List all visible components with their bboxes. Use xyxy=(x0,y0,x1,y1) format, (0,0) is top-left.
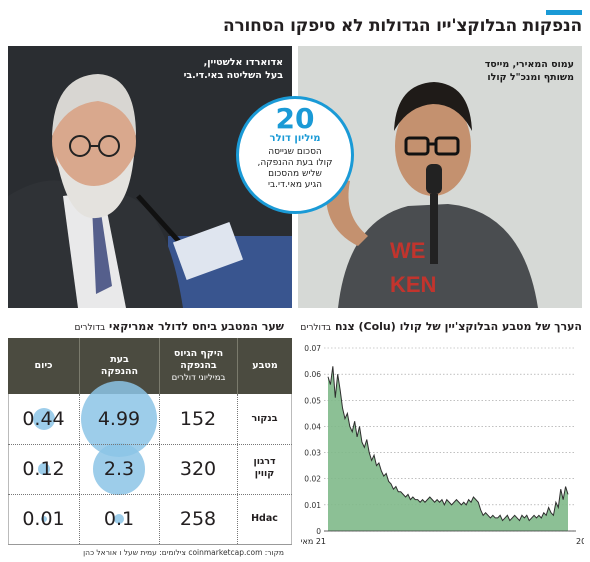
y-tick-label: 0.02 xyxy=(304,475,321,484)
y-tick-label: 0.07 xyxy=(304,344,321,353)
table-body xyxy=(8,394,292,544)
header-raised: היקף הגיוס בהנפקה במיליוני דולרים xyxy=(159,338,237,394)
cell-at-issue: 2.3 xyxy=(103,458,135,480)
svg-text:KEN: KEN xyxy=(390,272,436,297)
x-label-start: 21 מאי 2018 xyxy=(298,537,326,546)
callout-description: הסכום שגייסה קולו בעת ההנפקה, שליש מהסכו… xyxy=(239,147,351,191)
table-row: 0.01 0.1 258 Hdac xyxy=(8,494,292,544)
caption-right-line1: עמוס המאירי, מייסד xyxy=(484,59,574,70)
cell-today: 0.44 xyxy=(22,408,65,430)
coin-table: כיום בעת ההנפקה היקף הגיוס בהנפקה במיליו… xyxy=(8,338,292,545)
cell-coin-line1: Hdac xyxy=(251,513,278,524)
row-divider xyxy=(8,544,292,545)
callout-desc-line2: קולו בעת ההנפקה, xyxy=(257,158,333,168)
column-divider xyxy=(79,394,80,544)
cell-today: 0.01 xyxy=(22,508,65,530)
chart-title-unit: בדולרים xyxy=(300,323,332,333)
series-line xyxy=(327,366,569,522)
cell-raised: 258 xyxy=(179,508,217,530)
bubble-at-issue-dragonchain xyxy=(93,443,145,495)
svg-text:WE: WE xyxy=(390,238,425,263)
callout-desc-line3: שליש מהסכום xyxy=(268,169,322,179)
row-divider xyxy=(8,444,292,445)
cell-coin: דרגון קווין xyxy=(237,456,292,480)
table-title-text: שער המטבע ביחס לדולר אמריקאי xyxy=(109,320,284,333)
caption-left: אדוארדו אלשטיין, בעל השליטה באי.די.בי xyxy=(184,56,283,82)
cell-coin-line2: קווין xyxy=(254,468,275,479)
bubble-at-issue-hdac xyxy=(113,513,125,525)
header-raised-label: היקף הגיוס בהנפקה xyxy=(173,348,224,371)
callout-desc-line4: הגיע מאי.די.בי xyxy=(267,180,323,190)
row-divider xyxy=(8,494,292,495)
bubble-today-dragonchain xyxy=(38,463,50,475)
y-tick-label: 0.01 xyxy=(304,501,321,510)
callout-amount-raised: 20 מיליון דולר הסכום שגייסה קולו בעת ההנ… xyxy=(236,96,354,214)
y-tick-label: 0.06 xyxy=(304,370,321,379)
column-divider xyxy=(159,394,160,544)
cell-at-issue: 4.99 xyxy=(97,408,141,430)
header-raised-unit: במיליוני דולרים xyxy=(171,373,226,383)
cell-raised: 152 xyxy=(179,408,217,430)
table-header: כיום בעת ההנפקה היקף הגיוס בהנפקה במיליו… xyxy=(8,338,292,394)
source-credit: מקור: coinmarketcap.com צילומים: עמית שע… xyxy=(83,548,284,557)
y-tick-label: 0.05 xyxy=(304,396,321,405)
cell-today: 0.12 xyxy=(22,458,65,480)
cell-coin: בנקור xyxy=(237,413,292,425)
chart-title: הערך של מטבע הבלוקצ'יין של קולו (Colu) צ… xyxy=(300,320,582,333)
cell-coin-line1: בנקור xyxy=(251,413,278,424)
bubble-today-bancor xyxy=(32,407,56,431)
header-today: כיום xyxy=(34,360,53,371)
chart-title-text: הערך של מטבע הבלוקצ'יין של קולו (Colu) צ… xyxy=(334,320,582,333)
header-coin: מטבע xyxy=(237,338,292,394)
caption-right: עמוס המאירי, מייסד משותף ומנכ"ל קולו xyxy=(485,58,574,84)
table-row: 0.12 2.3 320 דרגון קווין xyxy=(8,444,292,494)
page-title: הנפקות הבלוקצ'ייו הגדולות לא סיפקו הסחור… xyxy=(222,16,582,36)
caption-left-line2: בעל השליטה באי.די.בי xyxy=(183,70,283,81)
cell-coin-line1: דרגון xyxy=(253,456,276,467)
y-tick-label: 0.03 xyxy=(304,449,321,458)
callout-unit: מיליון דולר xyxy=(269,133,321,144)
table-row: 0.44 4.99 152 בנקור xyxy=(8,394,292,444)
photo-amos-meiri: WE KEN עמוס המאירי, מייסד משותף ומנכ"ל ק… xyxy=(298,46,582,308)
header-at-issue: בעת ההנפקה xyxy=(79,338,159,394)
cell-coin: Hdac xyxy=(237,513,292,525)
table-title-unit: בדולרים xyxy=(74,323,106,333)
y-tick-label: 0.04 xyxy=(304,422,321,431)
callout-number: 20 xyxy=(275,102,315,135)
caption-right-line2: משותף ומנכ"ל קולו xyxy=(487,72,574,83)
caption-left-line1: אדוארדו אלשטיין, xyxy=(203,57,283,68)
colu-price-chart: 0.07 0.06 0.05 0.04 0.03 0.02 0.01 021 מאי 2018… xyxy=(298,344,584,546)
bubble-today-hdac xyxy=(41,516,47,522)
column-divider xyxy=(237,394,238,544)
cell-at-issue: 0.1 xyxy=(103,508,135,530)
y-tick-label: 0 xyxy=(316,527,321,536)
callout-desc-line1: הסכום שגייסה xyxy=(268,147,322,157)
x-label-end: 11 באוג' 2019 xyxy=(576,537,584,546)
table-title: שער המטבע ביחס לדולר אמריקאי בדולרים xyxy=(74,320,284,333)
cell-raised: 320 xyxy=(179,458,217,480)
accent-bar xyxy=(546,10,582,15)
area-fill xyxy=(328,366,568,531)
